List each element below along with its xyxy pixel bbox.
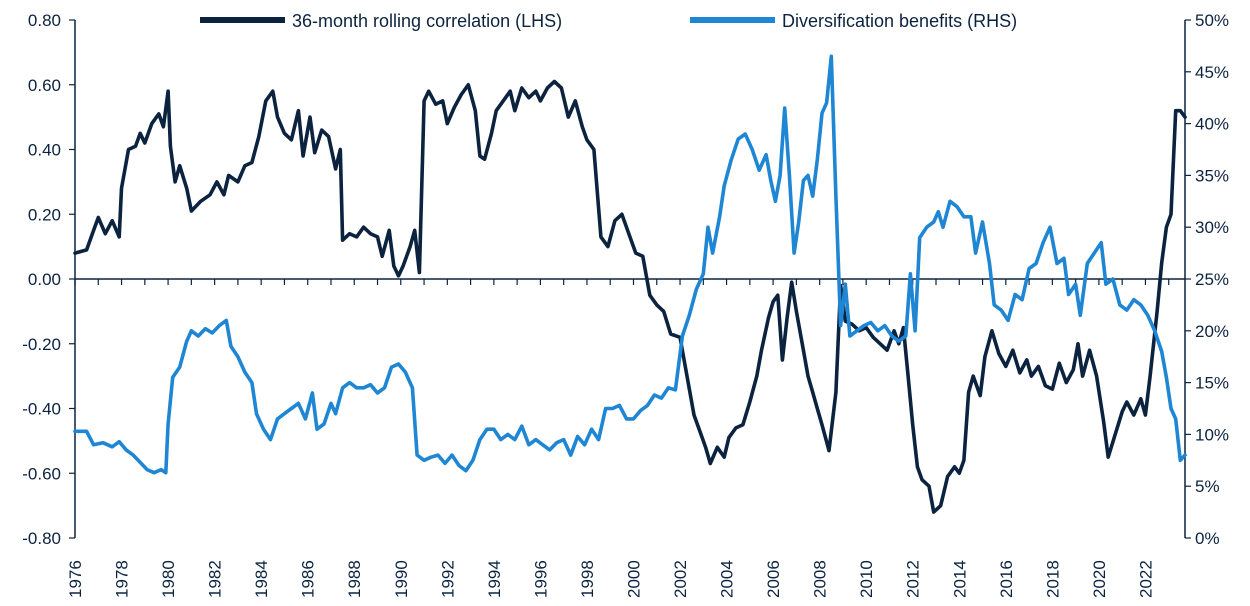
left-tick-label: 0.20 [28, 205, 61, 224]
x-tick-label: 1988 [345, 560, 364, 598]
right-tick-label: 45% [1195, 63, 1229, 82]
series-line-correlation [73, 79, 1187, 514]
right-tick-label: 25% [1195, 270, 1229, 289]
x-tick-label: 2022 [1136, 560, 1155, 598]
right-tick-label: 10% [1195, 425, 1229, 444]
x-tick-label: 2000 [624, 560, 643, 598]
axes: 0.80 0.60 0.40 0.20 0.00 -0.20 -0.40 -0.60 -0.80… [22, 11, 1229, 598]
x-tick-label: 1976 [66, 560, 85, 598]
x-tick-label: 2008 [811, 560, 830, 598]
x-tick-label: 1996 [531, 560, 550, 598]
x-tick-label: 1992 [438, 560, 457, 598]
right-tick-label: 5% [1195, 477, 1220, 496]
left-tick-label: -0.40 [22, 400, 61, 419]
x-tick-label: 1994 [485, 560, 504, 598]
legend: 36-month rolling correlation (LHS) Diver… [200, 11, 1017, 31]
x-tick-label: 1978 [113, 560, 132, 598]
right-tick-label: 40% [1195, 115, 1229, 134]
right-tick-label: 15% [1195, 374, 1229, 393]
x-tick-label: 2012 [904, 560, 923, 598]
legend-label-diversification: Diversification benefits (RHS) [782, 11, 1017, 31]
left-tick-label: 0.60 [28, 76, 61, 95]
x-tick-label: 1984 [252, 560, 271, 598]
x-tick-label: 2006 [764, 560, 783, 598]
x-tick-label: 1990 [392, 560, 411, 598]
left-tick-label: 0.80 [28, 11, 61, 30]
series-layer [73, 54, 1187, 514]
left-tick-label: -0.20 [22, 335, 61, 354]
x-tick-label: 2016 [997, 560, 1016, 598]
x-tick-label: 1982 [206, 560, 225, 598]
x-tick-label: 1998 [578, 560, 597, 598]
x-tick-label: 2010 [857, 560, 876, 598]
left-tick-label: -0.60 [22, 464, 61, 483]
right-tick-label: 50% [1195, 11, 1229, 30]
x-tick-label: 2002 [671, 560, 690, 598]
right-tick-label: 0% [1195, 529, 1220, 548]
legend-label-correlation: 36-month rolling correlation (LHS) [292, 11, 562, 31]
series-line-diversification [73, 54, 1187, 475]
x-tick-label: 1980 [159, 560, 178, 598]
right-tick-label: 20% [1195, 322, 1229, 341]
x-tick-label: 2018 [1043, 560, 1062, 598]
left-tick-label: -0.80 [22, 529, 61, 548]
x-tick-label: 2004 [718, 560, 737, 598]
right-tick-label: 35% [1195, 166, 1229, 185]
right-tick-label: 30% [1195, 218, 1229, 237]
x-tick-label: 2020 [1090, 560, 1109, 598]
x-tick-label: 2014 [950, 560, 969, 598]
x-tick-label: 1986 [299, 560, 318, 598]
left-tick-label: 0.40 [28, 141, 61, 160]
left-tick-label: 0.00 [28, 270, 61, 289]
